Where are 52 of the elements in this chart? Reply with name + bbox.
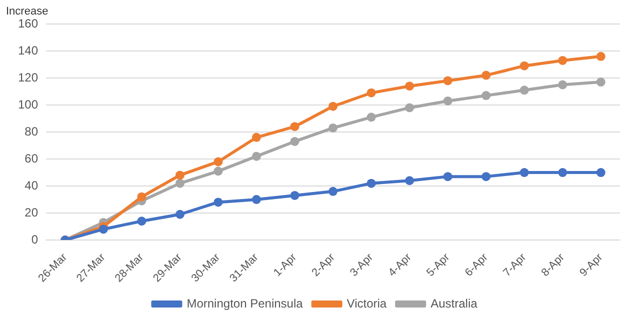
point (98, 224, 108, 234)
legend-label: Mornington Peninsula (186, 296, 304, 310)
point (558, 56, 568, 65)
point (366, 88, 376, 98)
point (596, 168, 606, 178)
y-tick-label: 160 (18, 16, 38, 30)
point (482, 172, 491, 182)
point (252, 132, 261, 142)
point (214, 166, 223, 176)
point (520, 86, 529, 95)
point (443, 96, 452, 106)
point (328, 186, 338, 196)
point (175, 170, 184, 180)
point (366, 178, 376, 188)
point (558, 168, 568, 178)
point (405, 103, 414, 112)
y-tick-label: 140 (18, 43, 38, 58)
y-tick-label: 80 (24, 124, 38, 138)
point (520, 61, 529, 70)
point (520, 168, 529, 178)
point (405, 176, 414, 186)
point (290, 190, 300, 200)
point (558, 80, 568, 90)
point (252, 152, 261, 161)
point (443, 76, 452, 86)
point (482, 70, 491, 80)
y-axis-title: Increase (6, 6, 48, 18)
point (290, 136, 300, 146)
point (290, 122, 300, 132)
point (137, 192, 146, 202)
point (328, 102, 338, 111)
point (405, 82, 414, 91)
point (214, 198, 223, 207)
point (482, 91, 491, 100)
point (214, 157, 223, 166)
point (252, 195, 261, 204)
y-tick-label: 40 (24, 178, 38, 192)
y-tick-label: 20 (24, 205, 38, 220)
legend-label: Victoria (346, 296, 387, 310)
point (443, 172, 452, 182)
y-tick-label: 0 (31, 232, 38, 246)
point (328, 123, 338, 132)
y-tick-label: 60 (24, 151, 38, 166)
point (596, 52, 606, 61)
point (366, 112, 376, 122)
y-tick-label: 120 (18, 70, 38, 84)
point (137, 216, 146, 226)
point (175, 178, 184, 188)
legend-label: Australia (430, 296, 478, 310)
y-tick-label: 100 (18, 97, 38, 112)
point (596, 78, 606, 87)
point (175, 210, 184, 219)
